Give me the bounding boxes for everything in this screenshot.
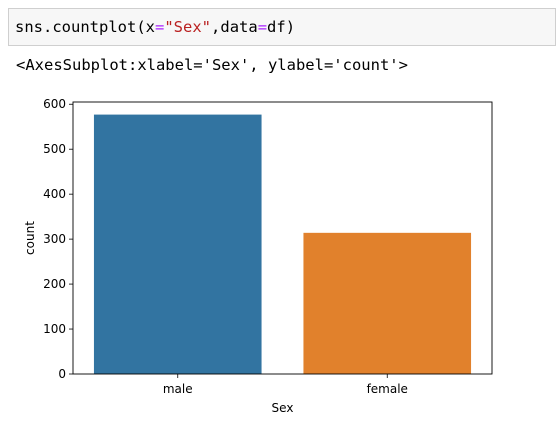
output-repr: <AxesSubplot:xlabel='Sex', ylabel='count… [16, 56, 408, 74]
code-eq-1: = [155, 18, 165, 36]
y-tick-label-100: 100 [43, 322, 66, 336]
y-tick-label-300: 300 [43, 232, 66, 246]
x-tick-label-female: female [367, 382, 408, 396]
y-tick-label-500: 500 [43, 142, 66, 156]
code-eq-2: = [257, 18, 268, 36]
y-tick-label-400: 400 [43, 187, 66, 201]
code-string-sex: "Sex" [164, 18, 212, 36]
x-tick-label-male: male [163, 382, 193, 396]
bar-female [303, 232, 472, 374]
y-axis-label: count [23, 221, 37, 255]
code-fn: sns.countplot( [15, 18, 146, 36]
bar-male [93, 114, 262, 374]
code-df: df [267, 18, 286, 36]
code-cell-input[interactable]: sns.countplot(x="Sex",data=df) [8, 8, 556, 46]
x-axis-label: Sex [272, 401, 294, 415]
axes-frame [72, 101, 493, 375]
y-tick-label-600: 600 [43, 97, 66, 111]
code-kw-data: data [220, 18, 258, 36]
code-comma: , [211, 18, 221, 36]
y-tick-label-200: 200 [43, 277, 66, 291]
code-close-paren: ) [285, 18, 296, 36]
y-tick-label-0: 0 [58, 367, 66, 381]
code-kw-x: x [145, 18, 155, 36]
